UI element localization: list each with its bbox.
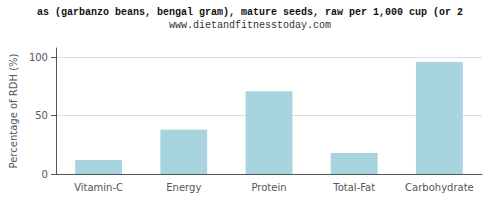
svg-text:100: 100 — [29, 52, 48, 63]
svg-text:0: 0 — [42, 169, 48, 180]
svg-text:Protein: Protein — [251, 182, 286, 193]
svg-text:50: 50 — [35, 110, 48, 121]
svg-text:www.dietandfitnesstoday.com: www.dietandfitnesstoday.com — [169, 20, 331, 31]
svg-text:Percentage of RDH (%): Percentage of RDH (%) — [8, 53, 19, 168]
svg-text:Total-Fat: Total-Fat — [332, 182, 375, 193]
svg-text:Energy: Energy — [166, 182, 201, 193]
svg-text:as (garbanzo beans, bengal gra: as (garbanzo beans, bengal gram), mature… — [37, 7, 463, 18]
svg-text:Vitamin-C: Vitamin-C — [74, 182, 123, 193]
svg-text:Carbohydrate: Carbohydrate — [405, 182, 474, 193]
